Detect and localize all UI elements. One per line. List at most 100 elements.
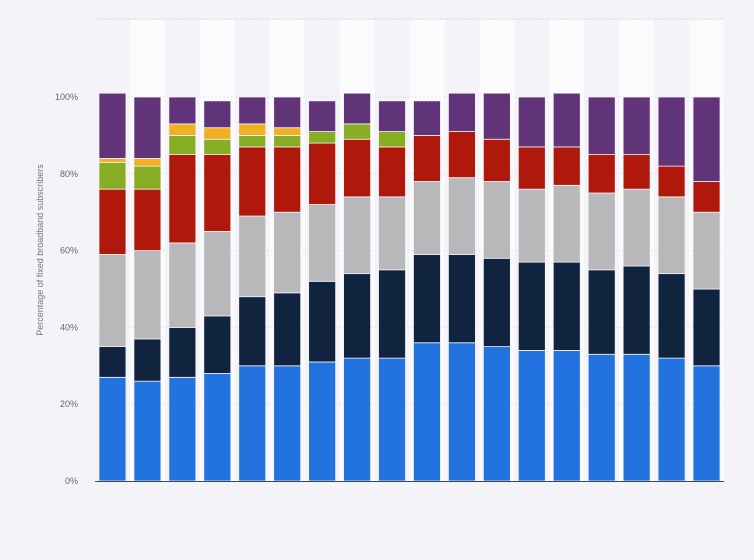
bar-segment-2[interactable]: [482, 181, 511, 259]
bar-segment-0[interactable]: [168, 376, 197, 482]
bar-segment-0[interactable]: [378, 357, 406, 482]
bar-segment-6[interactable]: [238, 96, 267, 125]
bar-segment-2[interactable]: [203, 230, 232, 317]
bar-segment-2[interactable]: [343, 196, 371, 275]
bar-segment-5[interactable]: [203, 127, 232, 140]
bar-segment-6[interactable]: [343, 92, 371, 125]
bar-segment-0[interactable]: [552, 350, 581, 482]
bar-segment-2[interactable]: [552, 184, 581, 263]
bar-segment-6[interactable]: [203, 100, 232, 129]
bar-segment-1[interactable]: [203, 315, 232, 374]
bar-segment-0[interactable]: [413, 342, 441, 482]
bar-segment-5[interactable]: [238, 123, 267, 136]
bar-segment-3[interactable]: [587, 154, 616, 194]
bar-segment-3[interactable]: [622, 154, 651, 190]
bar-segment-6[interactable]: [552, 92, 581, 148]
bar-segment-3[interactable]: [203, 154, 232, 232]
bar-segment-2[interactable]: [273, 211, 302, 294]
bar-segment-1[interactable]: [692, 288, 721, 367]
bar-segment-0[interactable]: [482, 346, 511, 482]
bar-segment-0[interactable]: [622, 353, 651, 482]
bar-segment-0[interactable]: [448, 342, 476, 482]
bar-segment-0[interactable]: [657, 357, 686, 482]
bar-segment-6[interactable]: [692, 96, 721, 182]
bar-segment-0[interactable]: [692, 365, 721, 482]
bar-segment-2[interactable]: [168, 242, 197, 328]
bar-segment-3[interactable]: [482, 138, 511, 182]
bar-segment-6[interactable]: [657, 96, 686, 167]
bar-segment-2[interactable]: [308, 204, 337, 282]
bar-segment-3[interactable]: [413, 134, 441, 182]
bar-segment-0[interactable]: [98, 376, 127, 482]
bar-segment-6[interactable]: [168, 96, 197, 125]
bar-segment-1[interactable]: [133, 338, 162, 382]
bar-segment-2[interactable]: [448, 177, 476, 255]
bar-segment-4[interactable]: [168, 134, 197, 155]
bar-segment-3[interactable]: [98, 188, 127, 255]
bar-segment-6[interactable]: [308, 100, 337, 132]
bar-segment-5[interactable]: [98, 158, 127, 163]
bar-segment-4[interactable]: [343, 123, 371, 140]
bar-segment-2[interactable]: [238, 215, 267, 298]
bar-segment-6[interactable]: [273, 96, 302, 129]
bar-segment-3[interactable]: [517, 146, 546, 190]
bar-segment-2[interactable]: [517, 188, 546, 263]
bar-segment-5[interactable]: [168, 123, 197, 136]
bar-segment-3[interactable]: [168, 154, 197, 244]
bar-segment-2[interactable]: [657, 196, 686, 275]
bar-segment-1[interactable]: [273, 292, 302, 367]
bar-segment-5[interactable]: [133, 158, 162, 167]
bar-segment-4[interactable]: [133, 165, 162, 190]
bar-segment-6[interactable]: [448, 92, 476, 132]
bar-segment-3[interactable]: [273, 146, 302, 213]
bar-segment-1[interactable]: [517, 261, 546, 351]
bar-segment-0[interactable]: [517, 350, 546, 482]
bar-segment-1[interactable]: [378, 269, 406, 359]
bar-segment-2[interactable]: [587, 192, 616, 271]
bar-segment-1[interactable]: [552, 261, 581, 351]
bar-segment-3[interactable]: [448, 131, 476, 179]
bar-segment-3[interactable]: [133, 188, 162, 252]
bar-segment-1[interactable]: [587, 269, 616, 355]
bar-segment-5[interactable]: [273, 127, 302, 136]
bar-segment-0[interactable]: [133, 380, 162, 482]
bar-segment-2[interactable]: [133, 250, 162, 340]
bar-segment-3[interactable]: [552, 146, 581, 186]
bar-segment-2[interactable]: [413, 181, 441, 255]
bar-segment-2[interactable]: [98, 254, 127, 348]
bar-segment-1[interactable]: [482, 257, 511, 347]
bar-segment-0[interactable]: [308, 361, 337, 482]
bar-segment-1[interactable]: [308, 280, 337, 363]
bar-segment-3[interactable]: [343, 138, 371, 198]
bar-segment-1[interactable]: [238, 296, 267, 367]
bar-segment-6[interactable]: [133, 96, 162, 159]
bar-segment-1[interactable]: [413, 254, 441, 344]
bar-segment-3[interactable]: [308, 142, 337, 205]
bar-segment-1[interactable]: [343, 273, 371, 359]
bar-segment-1[interactable]: [168, 326, 197, 378]
bar-segment-3[interactable]: [657, 165, 686, 198]
bar-segment-0[interactable]: [238, 365, 267, 482]
bar-segment-6[interactable]: [482, 92, 511, 140]
bar-segment-0[interactable]: [203, 373, 232, 482]
bar-segment-1[interactable]: [448, 254, 476, 344]
bar-segment-4[interactable]: [98, 161, 127, 190]
bar-segment-3[interactable]: [238, 146, 267, 217]
bar-segment-4[interactable]: [378, 131, 406, 148]
bar-segment-0[interactable]: [343, 357, 371, 482]
bar-segment-0[interactable]: [273, 365, 302, 482]
bar-segment-6[interactable]: [98, 92, 127, 159]
bar-segment-2[interactable]: [378, 196, 406, 271]
bar-segment-3[interactable]: [378, 146, 406, 198]
bar-segment-4[interactable]: [308, 131, 337, 144]
bar-segment-3[interactable]: [692, 181, 721, 213]
bar-segment-1[interactable]: [98, 346, 127, 378]
bar-segment-0[interactable]: [587, 353, 616, 482]
bar-segment-1[interactable]: [657, 273, 686, 359]
bar-segment-6[interactable]: [517, 96, 546, 148]
bar-segment-1[interactable]: [622, 265, 651, 355]
bar-segment-2[interactable]: [622, 188, 651, 267]
bar-segment-2[interactable]: [692, 211, 721, 290]
bar-segment-6[interactable]: [413, 100, 441, 136]
bar-segment-6[interactable]: [378, 100, 406, 132]
